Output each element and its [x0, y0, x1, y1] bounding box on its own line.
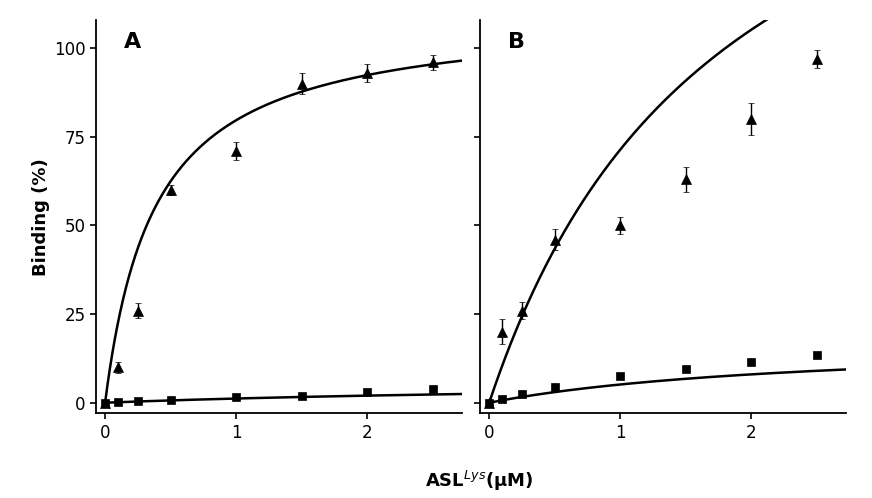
Text: B: B: [508, 32, 525, 52]
Text: A: A: [124, 32, 141, 52]
Text: ASL$^{Lys}$(μM): ASL$^{Lys}$(μM): [426, 469, 534, 493]
Y-axis label: Binding (%): Binding (%): [31, 158, 50, 275]
